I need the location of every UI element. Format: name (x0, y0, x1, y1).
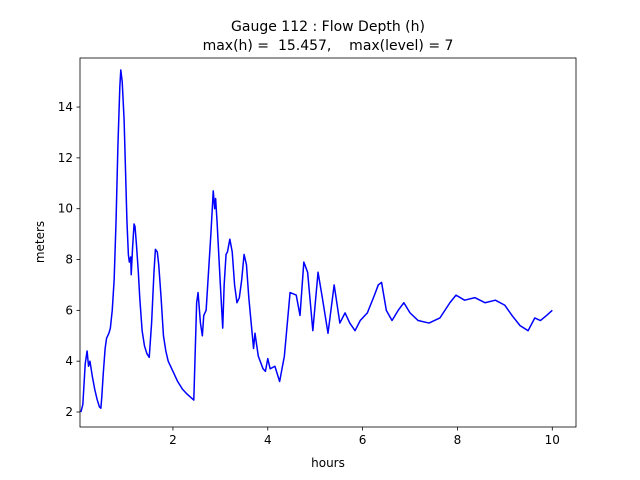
plot-frame (79, 57, 577, 428)
y-tick-label: 6 (65, 303, 73, 317)
chart-title: Gauge 112 : Flow Depth (h) (231, 19, 425, 35)
y-tick-label: 8 (65, 253, 73, 267)
data-line (80, 69, 553, 413)
y-tick-label: 12 (58, 151, 73, 165)
x-tick-label: 10 (545, 433, 560, 447)
y-tick-label: 4 (65, 354, 73, 368)
x-tick-label: 6 (359, 433, 367, 447)
y-axis-label: meters (33, 221, 47, 263)
x-axis-label: hours (311, 456, 345, 470)
x-tick-label: 8 (454, 433, 462, 447)
y-tick-label: 2 (65, 405, 73, 419)
x-tick-label: 4 (264, 433, 272, 447)
y-tick-label: 14 (58, 100, 73, 114)
x-tick-label: 2 (169, 433, 177, 447)
y-tick-label: 10 (58, 202, 73, 216)
chart-subtitle: max(h) = 15.457, max(level) = 7 (203, 38, 454, 54)
